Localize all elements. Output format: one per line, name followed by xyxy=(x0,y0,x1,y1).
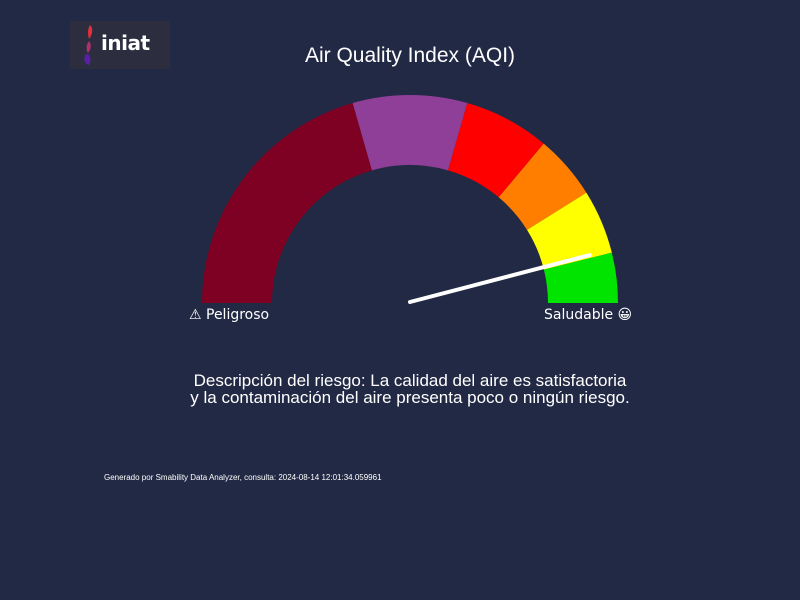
footer-note: Generado por Smability Data Analyzer, co… xyxy=(104,473,382,482)
gauge-needle xyxy=(408,253,592,304)
gauge-band-2 xyxy=(352,94,468,171)
risk-description-line-1: Descripción del riesgo: La calidad del a… xyxy=(193,371,627,390)
iniat-logo: iniat xyxy=(70,21,170,69)
page-title: Air Quality Index (AQI) xyxy=(304,44,516,67)
label-hazardous: ⚠ Peligroso xyxy=(189,307,270,323)
gauge-band-3 xyxy=(448,103,544,198)
risk-description: Descripción del riesgo: La calidad del a… xyxy=(0,372,800,406)
logo-wordmark: iniat xyxy=(101,31,150,55)
label-healthy: Saludable 😀 xyxy=(544,307,633,323)
gauge-bands xyxy=(202,94,618,304)
gauge-band-5 xyxy=(527,192,612,270)
gauge-band-4 xyxy=(498,143,587,230)
iniat-flame-logo-icon xyxy=(84,25,93,65)
risk-description-line-2: y la contaminación del aire presenta poc… xyxy=(190,388,630,407)
gauge-band-6 xyxy=(543,252,618,303)
gauge-band-1 xyxy=(202,103,372,304)
